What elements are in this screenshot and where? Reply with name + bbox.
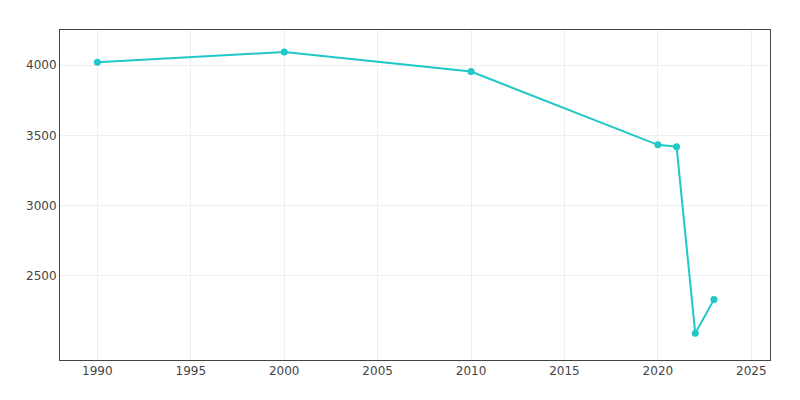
svg-text:2015: 2015 bbox=[549, 364, 580, 378]
svg-text:2005: 2005 bbox=[362, 364, 393, 378]
svg-text:2010: 2010 bbox=[456, 364, 487, 378]
svg-text:1990: 1990 bbox=[82, 364, 113, 378]
svg-text:2020: 2020 bbox=[643, 364, 674, 378]
svg-text:1995: 1995 bbox=[176, 364, 207, 378]
svg-text:3500: 3500 bbox=[26, 129, 57, 143]
svg-text:3000: 3000 bbox=[26, 199, 57, 213]
svg-text:4000: 4000 bbox=[26, 58, 57, 72]
svg-text:2025: 2025 bbox=[736, 364, 767, 378]
svg-text:2500: 2500 bbox=[26, 269, 57, 283]
svg-text:2000: 2000 bbox=[269, 364, 300, 378]
